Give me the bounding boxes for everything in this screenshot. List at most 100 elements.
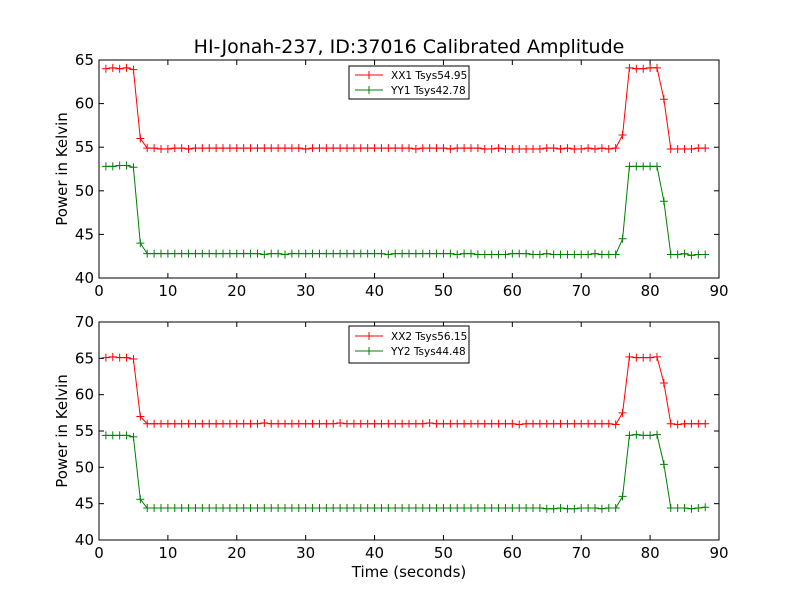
data-point [405,419,413,428]
data-point [597,144,606,153]
data-point [343,419,351,428]
legend-label: XX1 Tsys54.95 [391,70,467,82]
x-tick-label: 20 [227,282,246,300]
data-point [549,419,558,428]
data-point [205,504,214,513]
data-point [170,504,179,513]
data-point [315,419,324,428]
data-point [618,130,627,139]
x-tick-label: 10 [158,282,177,300]
data-point [494,144,503,153]
data-point [432,419,441,428]
data-point [473,419,482,428]
data-point [219,249,227,258]
x-tick-label: 40 [365,544,384,562]
data-point [618,408,627,417]
data-point [584,144,593,153]
data-point [522,144,531,153]
data-point [432,249,441,258]
data-point [267,419,276,428]
data-point [604,250,613,259]
data-point [219,504,227,513]
data-point [356,144,365,153]
data-point [625,63,634,72]
data-point [405,504,413,513]
data-point [508,504,517,513]
x-axis-label: Time (seconds) [351,563,467,581]
data-point [129,355,138,364]
data-point [653,352,661,361]
data-point [322,419,331,428]
data-point [274,249,283,258]
data-point [673,144,682,153]
data-point [163,144,172,153]
data-point [212,419,221,428]
data-point [136,239,145,248]
x-tick-label: 80 [641,282,660,300]
data-point [680,504,689,513]
data-point [198,504,207,513]
data-point [184,504,193,513]
data-point [108,162,117,171]
data-point [232,419,241,428]
data-point [666,504,675,513]
y-tick-label: 45 [75,495,94,513]
data-point [411,249,420,258]
data-point [212,249,221,258]
data-point [563,419,572,428]
data-point [122,161,131,170]
data-point [322,504,331,513]
data-point [267,144,276,153]
legend-1: XX2 Tsys56.15 YY2 Tsys44.48 [348,325,470,364]
data-point [184,249,193,258]
data-point [673,420,682,429]
data-point [329,249,338,258]
data-point [535,144,544,153]
data-point [425,504,434,513]
legend-marker [365,347,373,355]
data-point [653,430,661,439]
data-point [150,144,159,153]
data-point [577,419,586,428]
data-point [597,250,606,259]
y-tick-label: 65 [75,349,94,367]
data-point [212,504,221,513]
data-point [198,249,207,258]
data-point [308,249,317,258]
data-point [535,250,544,259]
data-point [143,419,152,428]
data-point [246,504,255,513]
data-point [281,504,289,513]
data-point [687,419,696,428]
data-point [508,249,517,258]
data-point [522,504,531,513]
y-axis-label: Power in Kelvin [53,374,71,488]
data-point [219,419,227,428]
data-point [453,504,462,513]
data-point [570,250,579,259]
x-tick-label: 80 [641,544,660,562]
data-point [701,144,710,153]
figure-title: HI-Jonah-237, ID:37016 Calibrated Amplit… [194,36,625,58]
data-point [632,430,641,439]
data-point [563,144,572,153]
data-point [694,250,703,259]
data-point [398,144,407,153]
legend-label: YY2 Tsys44.48 [390,346,466,358]
data-point [377,419,386,428]
data-point [646,162,655,171]
data-point [453,419,462,428]
data-point [281,144,289,153]
data-point [287,419,296,428]
data-point [418,504,427,513]
data-point [274,419,283,428]
data-point [301,504,310,513]
data-point [522,419,531,428]
data-point [157,504,165,513]
data-point [432,504,441,513]
data-point [446,144,455,153]
data-point [170,419,179,428]
data-point [556,419,565,428]
x-tick-label: 90 [709,544,728,562]
data-point [446,419,455,428]
